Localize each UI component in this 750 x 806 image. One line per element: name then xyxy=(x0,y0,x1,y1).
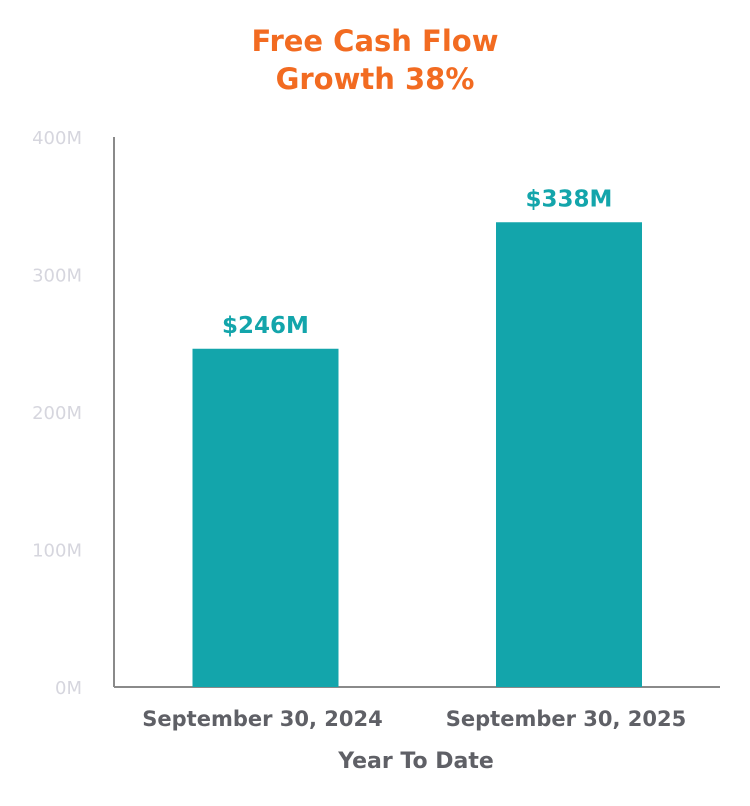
chart-title-line-1: Free Cash Flow xyxy=(251,24,499,58)
y-tick-label: 200M xyxy=(32,403,82,424)
x-axis-title: Year To Date xyxy=(337,749,494,774)
chart-title-line-2: Growth 38% xyxy=(275,62,475,96)
y-tick-label: 0M xyxy=(55,678,82,699)
y-tick-label: 300M xyxy=(32,266,82,287)
bar xyxy=(496,222,642,687)
y-tick-label: 100M xyxy=(32,541,82,562)
x-tick-label: September 30, 2024 xyxy=(142,707,382,731)
y-tick-label: 400M xyxy=(32,128,82,149)
data-label: $246M xyxy=(222,313,309,339)
bar xyxy=(192,348,339,687)
x-tick-label: September 30, 2025 xyxy=(446,707,686,731)
data-label: $338M xyxy=(526,186,613,212)
chart-title: Free Cash Flow Growth 38% xyxy=(0,22,750,98)
